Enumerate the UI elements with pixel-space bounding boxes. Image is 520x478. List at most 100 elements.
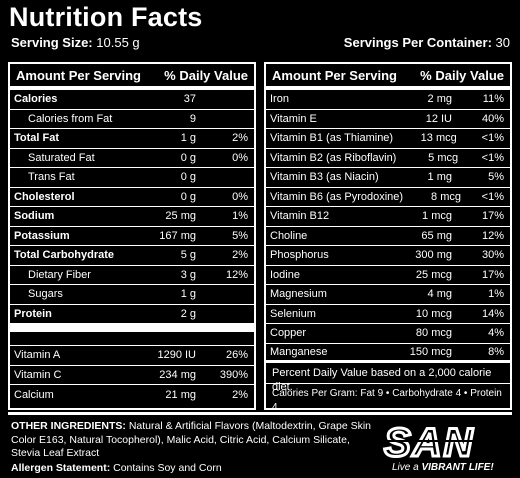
nutrient-name: Magnesium	[270, 288, 327, 301]
divider-bar	[10, 324, 254, 332]
nutrient-daily-value: 2%	[232, 132, 248, 145]
right-panel-header: Amount Per Serving % Daily Value	[266, 64, 510, 90]
brand-tagline: Live a VIBRANT LIFE!	[392, 462, 494, 473]
left-col-amount-header: Amount Per Serving	[16, 67, 141, 83]
nutrient-amount: 65 mg	[421, 229, 452, 242]
nutrient-amount: 21 mg	[165, 388, 196, 401]
nutrient-amount: 8 mcg	[431, 190, 461, 203]
nutrient-row: Selenium 10 mcg 14%	[266, 305, 510, 324]
nutrient-name: Calcium	[14, 388, 54, 401]
nutrient-amount: 300 mg	[415, 249, 452, 262]
nutrient-name: Trans Fat	[28, 171, 75, 184]
nutrient-name: Phosphorus	[270, 249, 329, 262]
nutrient-name: Dietary Fiber	[28, 268, 91, 281]
logo-slash	[384, 440, 504, 442]
allergen-label: Allergen Statement:	[11, 462, 111, 474]
nutrient-daily-value: 8%	[488, 345, 504, 358]
nutrient-daily-value: 390%	[219, 368, 248, 381]
nutrient-daily-value: 17%	[481, 268, 504, 281]
nutrient-row: Vitamin B12 1 mcg 17%	[266, 207, 510, 227]
left-nutrient-panel: Amount Per Serving % Daily Value Calorie…	[8, 62, 256, 410]
nutrient-daily-value: <1%	[481, 132, 504, 145]
nutrient-amount: 10 mcg	[415, 307, 452, 320]
left-nutrient-rows: Calories 37 Calories from Fat 9 Total Fat 1 g…	[10, 90, 254, 324]
right-col-dv-header: % Daily Value	[420, 67, 504, 83]
nutrient-row: Calcium 21 mg 2%	[10, 385, 254, 405]
nutrient-amount: 0 g	[180, 151, 196, 164]
right-col-amount-header: Amount Per Serving	[272, 67, 397, 83]
nutrient-name: Saturated Fat	[28, 151, 95, 164]
nutrient-daily-value: 0%	[232, 190, 248, 203]
nutrient-daily-value: 5%	[488, 171, 504, 184]
nutrient-daily-value: 12%	[481, 229, 504, 242]
nutrient-amount: 234 mg	[159, 368, 196, 381]
nutrient-row: Sodium 25 mg 1%	[10, 207, 254, 227]
nutrient-daily-value: 0%	[232, 151, 248, 164]
nutrient-daily-value: 2%	[232, 388, 248, 401]
allergen-text: Contains Soy and Corn	[113, 462, 222, 474]
ingredients-label: OTHER INGREDIENTS:	[11, 420, 126, 432]
nutrient-amount: 167 mg	[159, 229, 196, 242]
nutrient-row: Magnesium 4 mg 1%	[266, 285, 510, 305]
nutrient-daily-value: 1%	[488, 288, 504, 301]
nutrient-name: Vitamin B2 (as Riboflavin)	[270, 151, 397, 164]
nutrient-name: Vitamin B1 (as Thiamine)	[270, 132, 394, 145]
nutrient-name: Choline	[270, 229, 308, 242]
nutrient-name: Iron	[270, 93, 289, 106]
nutrient-row: Vitamin A 1290 IU 26%	[10, 346, 254, 366]
nutrient-row: Sugars 1 g	[10, 285, 254, 305]
nutrient-row: Copper 80 mcg 4%	[266, 324, 510, 344]
nutrient-row: Vitamin C 234 mg 390%	[10, 366, 254, 385]
bottom-rule	[8, 412, 512, 415]
nutrient-name: Calories	[14, 93, 58, 106]
nutrient-amount: 1290 IU	[157, 349, 196, 362]
nutrient-amount: 25 mcg	[415, 268, 452, 281]
nutrient-row: Vitamin B2 (as Riboflavin) 5 mcg <1%	[266, 149, 510, 168]
nutrient-amount: 13 mcg	[420, 132, 457, 145]
page-title: Nutrition Facts	[9, 2, 203, 32]
nutrient-name: Potassium	[14, 229, 70, 242]
nutrient-row: Phosphorus 300 mg 30%	[266, 246, 510, 266]
nutrient-daily-value: 12%	[225, 268, 248, 281]
nutrient-name: Total Fat	[14, 132, 60, 145]
nutrient-row: Iron 2 mg 11%	[266, 90, 510, 110]
nutrient-row: Potassium 167 mg 5%	[10, 227, 254, 246]
nutrient-row: Total Fat 1 g 2%	[10, 129, 254, 149]
tagline-emphasis: VIBRANT LIFE!	[421, 462, 494, 473]
nutrient-amount: 37	[183, 93, 196, 106]
nutrient-daily-value: 17%	[481, 210, 504, 223]
nutrient-amount: 150 mcg	[409, 345, 452, 358]
nutrient-name: Iodine	[270, 268, 300, 281]
nutrient-row: Vitamin B1 (as Thiamine) 13 mcg <1%	[266, 129, 510, 149]
san-logo: SAN	[383, 420, 504, 467]
nutrient-name: Vitamin B12	[270, 210, 330, 223]
nutrient-name: Total Carbohydrate	[14, 249, 115, 262]
nutrient-row: Choline 65 mg 12%	[266, 227, 510, 246]
nutrient-amount: 5 g	[180, 249, 196, 262]
nutrient-name: Cholesterol	[14, 190, 75, 203]
nutrient-amount: 12 IU	[425, 112, 452, 125]
nutrient-row: Dietary Fiber 3 g 12%	[10, 266, 254, 285]
nutrient-row: Calories 37	[10, 90, 254, 110]
nutrient-row: Manganese 150 mcg 8%	[266, 344, 510, 363]
nutrient-row: Protein 2 g	[10, 305, 254, 324]
left-col-dv-header: % Daily Value	[164, 67, 248, 83]
nutrient-name: Vitamin B6 (as Pyrodoxine)	[270, 190, 404, 203]
nutrient-amount: 25 mg	[165, 210, 196, 223]
nutrient-row: Trans Fat 0 g	[10, 168, 254, 188]
right-nutrient-rows: Iron 2 mg 11% Vitamin E 12 IU 40% Vitamin B1 (…	[266, 90, 510, 363]
nutrient-name: Protein	[14, 307, 52, 320]
nutrient-amount: 1 mg	[427, 171, 452, 184]
nutrient-daily-value: 4%	[488, 327, 504, 340]
daily-value-footnote: Percent Daily Value based on a 2,000 cal…	[266, 363, 510, 393]
logo-text: SAN	[384, 421, 474, 465]
nutrient-amount: 2 g	[180, 307, 196, 320]
nutrient-name: Copper	[270, 327, 307, 340]
other-ingredients: OTHER INGREDIENTS: Natural & Artificial …	[11, 420, 376, 461]
nutrient-daily-value: 26%	[225, 349, 248, 362]
nutrient-name: Vitamin E	[270, 112, 317, 125]
nutrient-amount: 5 mcg	[428, 151, 459, 164]
servings-per-container-value: 30	[495, 35, 510, 50]
nutrient-daily-value: 2%	[232, 249, 248, 262]
